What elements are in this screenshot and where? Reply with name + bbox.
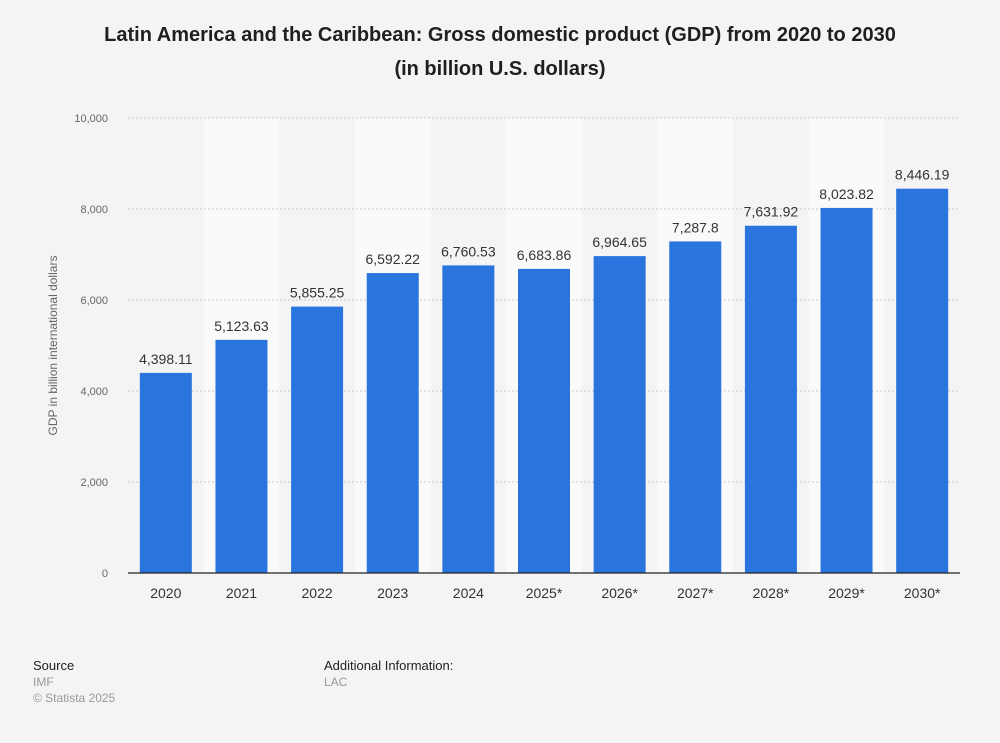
y-tick-label: 4,000 — [80, 386, 108, 398]
data-label: 5,855.25 — [290, 285, 345, 301]
data-label: 7,631.92 — [744, 204, 799, 220]
data-label: 8,446.19 — [895, 167, 950, 183]
bar — [669, 241, 722, 574]
bar — [744, 225, 797, 574]
bar — [291, 306, 344, 573]
x-tick-label: 2029* — [828, 585, 865, 601]
x-tick-label: 2021 — [226, 585, 257, 601]
source-value: IMF — [33, 675, 54, 689]
y-tick-label: 2,000 — [80, 477, 108, 489]
additional-info-value: LAC — [324, 675, 348, 689]
bar — [139, 372, 192, 573]
x-tick-label: 2024 — [453, 585, 484, 601]
bar — [366, 273, 419, 573]
additional-info-label: Additional Information: — [324, 658, 454, 673]
copyright-text: © Statista 2025 — [33, 691, 116, 705]
x-tick-label: 2028* — [753, 585, 790, 601]
bar — [593, 256, 646, 573]
x-tick-label: 2027* — [677, 585, 714, 601]
source-block: Source IMF © Statista 2025 — [33, 658, 115, 706]
data-label: 4,398.11 — [139, 351, 193, 367]
chart-title: Latin America and the Caribbean: Gross d… — [40, 18, 960, 86]
data-label: 6,592.22 — [365, 251, 420, 267]
source-label: Source — [33, 658, 75, 673]
x-tick-label: 2023 — [377, 585, 408, 601]
data-label: 6,683.86 — [517, 247, 572, 263]
x-tick-label: 2020 — [150, 585, 181, 601]
y-tick-label: 0 — [102, 568, 108, 580]
x-tick-label: 2026* — [601, 585, 638, 601]
x-tick-label: 2030* — [904, 585, 941, 601]
data-label: 6,964.65 — [592, 234, 647, 250]
y-tick-label: 8,000 — [80, 204, 108, 216]
y-axis-label: GDP in billion international dollars — [46, 256, 60, 436]
bar — [518, 268, 570, 573]
data-label: 6,760.53 — [441, 243, 496, 259]
bar — [215, 339, 268, 573]
bar — [820, 207, 873, 573]
x-tick-label: 2025* — [526, 585, 563, 601]
data-label: 8,023.82 — [819, 186, 874, 202]
y-tick-label: 6,000 — [80, 295, 108, 307]
x-tick-label: 2022 — [302, 585, 333, 601]
chart-title-line2: (in billion U.S. dollars) — [394, 58, 606, 80]
y-tick-label: 10,000 — [74, 113, 108, 125]
data-label: 5,123.63 — [214, 318, 269, 334]
bar — [442, 265, 495, 573]
data-label: 7,287.8 — [672, 219, 719, 235]
bar — [896, 188, 949, 573]
chart-title-line1: Latin America and the Caribbean: Gross d… — [104, 24, 896, 46]
additional-info-block: Additional Information: LAC — [324, 658, 453, 690]
